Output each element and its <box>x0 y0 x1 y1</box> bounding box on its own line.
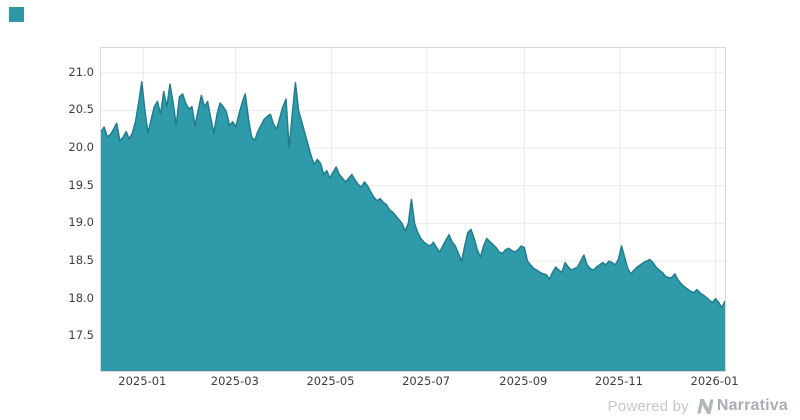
y-tick-label: 20.5 <box>68 102 94 117</box>
y-tick-label: 18.0 <box>68 290 94 305</box>
powered-by-footer: Powered by Narrativa <box>608 397 788 415</box>
x-axis: 2025-01 2025-03 2025-05 2025-07 2025-09 2025-… <box>100 374 738 391</box>
area-chart <box>101 48 725 371</box>
plot-area <box>100 47 726 372</box>
x-tick-label: 2025-01 <box>118 374 167 388</box>
y-tick-label: 18.5 <box>68 253 94 268</box>
narrativa-n-icon <box>696 398 715 414</box>
y-tick-label: 17.5 <box>68 328 94 343</box>
y-tick-label: 19.5 <box>68 177 94 192</box>
x-tick-label: 2025-03 <box>210 374 259 388</box>
brand-logo-square <box>9 7 24 22</box>
narrativa-brand-link[interactable]: Narrativa <box>696 397 788 415</box>
powered-by-label: Powered by <box>607 397 689 415</box>
x-tick-label: 2025-11 <box>594 374 643 388</box>
y-tick-label: 20.0 <box>68 140 94 155</box>
y-tick-label: 19.0 <box>68 215 94 230</box>
x-tick-label: 2025-09 <box>499 374 548 388</box>
x-tick-label: 2025-05 <box>306 374 355 388</box>
x-tick-label: 2025-07 <box>402 374 451 388</box>
y-tick-label: 21.0 <box>68 64 94 79</box>
y-axis: 21.0 20.5 20.0 19.5 19.0 18.5 18.0 17.5 <box>0 0 94 420</box>
narrativa-brand-label: Narrativa <box>716 397 788 414</box>
x-tick-label: 2026-01 <box>690 374 739 388</box>
